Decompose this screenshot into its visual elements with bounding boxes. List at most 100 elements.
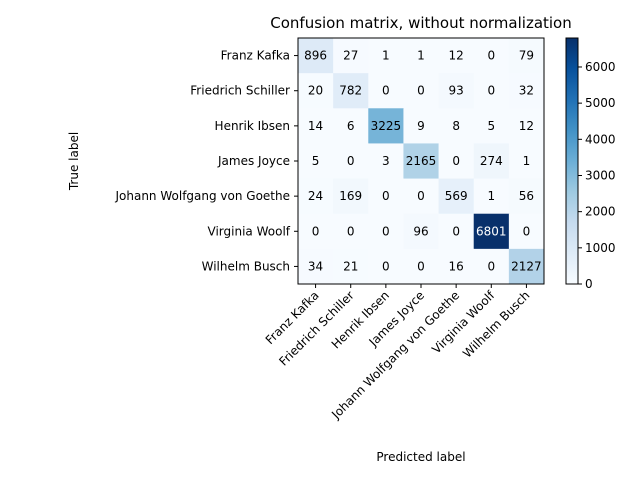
cell-value-label: 1	[487, 189, 495, 203]
cell-value-label: 3	[382, 154, 390, 168]
x-tick-label-johann-wolfgang-von-goethe: Johann Wolfgang von Goethe	[328, 288, 462, 422]
cell-value-label: 169	[339, 189, 362, 203]
heatmap-cell	[438, 108, 475, 144]
heatmap-cell	[403, 178, 440, 215]
cell-value-label: 20	[308, 84, 323, 98]
heatmap-cell	[298, 248, 334, 285]
cell-value-label: 274	[480, 154, 503, 168]
colorbar-gradient	[565, 37, 579, 285]
heatmap-cell	[403, 73, 440, 109]
cell-value-label: 0	[382, 224, 390, 238]
heatmap-cell	[333, 178, 369, 215]
cell-value-label: 0	[382, 259, 390, 273]
heatmap-cell	[298, 73, 334, 109]
heatmap-cell	[333, 248, 369, 285]
heatmap-cell	[403, 143, 440, 180]
cell-value-label: 14	[308, 119, 323, 133]
cell-value-label: 2165	[406, 154, 437, 168]
cell-value-label: 0	[347, 224, 355, 238]
heatmap-cell	[508, 73, 545, 109]
y-tick-label-wilhelm-busch: Wilhelm Busch	[202, 259, 290, 273]
heatmap-cell	[368, 213, 404, 250]
cell-value-label: 12	[519, 119, 534, 133]
heatmap-cell-labels: 896 27 1 1 12 0 79 20 782 0 0 93 0 32 14 6 3225 9 8 5 12 5 0 3 2…	[304, 49, 542, 274]
cell-value-label: 0	[417, 84, 425, 98]
colorbar-tick-label: 4000	[585, 132, 616, 146]
heatmap-cell	[473, 248, 510, 285]
colorbar-tick-label: 3000	[585, 168, 616, 182]
cell-value-label: 3225	[371, 119, 402, 133]
colorbar-tick-label: 5000	[585, 96, 616, 110]
cell-value-label: 0	[382, 189, 390, 203]
colorbar-tick-label: 1000	[585, 241, 616, 255]
y-axis-ticks: Franz Kafka Friedrich Schiller Henrik Ibse…	[114, 49, 298, 273]
heatmap-cell	[333, 143, 369, 180]
colorbar-ticks: 0 1000 2000 3000 4000 5000 6000	[578, 60, 616, 291]
colorbar-tick-label: 2000	[585, 205, 616, 219]
heatmap-cell	[298, 178, 334, 215]
heatmap-cell	[298, 108, 334, 144]
cell-value-label: 12	[449, 49, 464, 63]
cell-value-label: 24	[308, 189, 323, 203]
x-axis-label: Predicted label	[376, 450, 465, 464]
cell-value-label: 1	[382, 49, 390, 63]
heatmap-cell	[333, 108, 369, 144]
heatmap-cell	[473, 213, 510, 250]
cell-value-label: 2127	[511, 259, 542, 273]
cell-value-label: 0	[382, 84, 390, 98]
cell-value-label: 6	[347, 119, 355, 133]
colorbar: 0 1000 2000 3000 4000 5000 6000	[565, 37, 616, 291]
y-tick-label-franz-kafka: Franz Kafka	[221, 49, 290, 63]
cell-value-label: 93	[449, 84, 464, 98]
cell-value-label: 0	[487, 84, 495, 98]
colorbar-tick-label: 6000	[585, 60, 616, 74]
heatmap-cell	[508, 38, 545, 74]
cell-value-label: 34	[308, 259, 323, 273]
heatmap-cell	[473, 143, 510, 180]
cell-value-label: 56	[519, 189, 534, 203]
cell-value-label: 0	[487, 49, 495, 63]
cell-value-label: 6801	[476, 224, 507, 238]
colorbar-tick-label: 0	[585, 277, 593, 291]
heatmap-cell	[438, 178, 475, 215]
heatmap-cell	[298, 143, 334, 180]
cell-value-label: 0	[347, 154, 355, 168]
heatmap-cell	[368, 108, 404, 144]
heatmap-cell	[333, 73, 369, 109]
heatmap-cell	[473, 108, 510, 144]
cell-value-label: 0	[417, 189, 425, 203]
y-tick-label-virginia-woolf: Virginia Woolf	[208, 224, 291, 238]
cell-value-label: 5	[312, 154, 320, 168]
heatmap-cell	[298, 38, 334, 74]
chart-title: Confusion matrix, without normalization	[270, 14, 572, 32]
cell-value-label: 79	[519, 49, 534, 63]
cell-value-label: 0	[523, 224, 531, 238]
heatmap-cell	[438, 38, 475, 74]
heatmap-cell	[438, 143, 475, 180]
cell-value-label: 21	[343, 259, 358, 273]
cell-value-label: 0	[417, 259, 425, 273]
cell-value-label: 8	[452, 119, 460, 133]
heatmap-cell	[508, 108, 545, 144]
cell-value-label: 96	[413, 224, 428, 238]
heatmap-cell	[368, 178, 404, 215]
cell-value-label: 5	[487, 119, 495, 133]
heatmap-cell	[368, 73, 404, 109]
heatmap-cell	[403, 108, 440, 144]
heatmap-cells	[298, 38, 545, 285]
cell-value-label: 0	[312, 224, 320, 238]
cell-value-label: 0	[452, 224, 460, 238]
cell-value-label: 9	[417, 119, 425, 133]
cell-value-label: 0	[452, 154, 460, 168]
heatmap-cell	[438, 73, 475, 109]
heatmap-cell	[368, 143, 404, 180]
heatmap-cell	[368, 248, 404, 285]
heatmap-cell	[368, 38, 404, 74]
y-axis-label: True label	[67, 132, 81, 191]
heatmap-cell	[403, 213, 440, 250]
heatmap-cell	[508, 178, 545, 215]
heatmap-cell	[473, 178, 510, 215]
cell-value-label: 0	[487, 259, 495, 273]
